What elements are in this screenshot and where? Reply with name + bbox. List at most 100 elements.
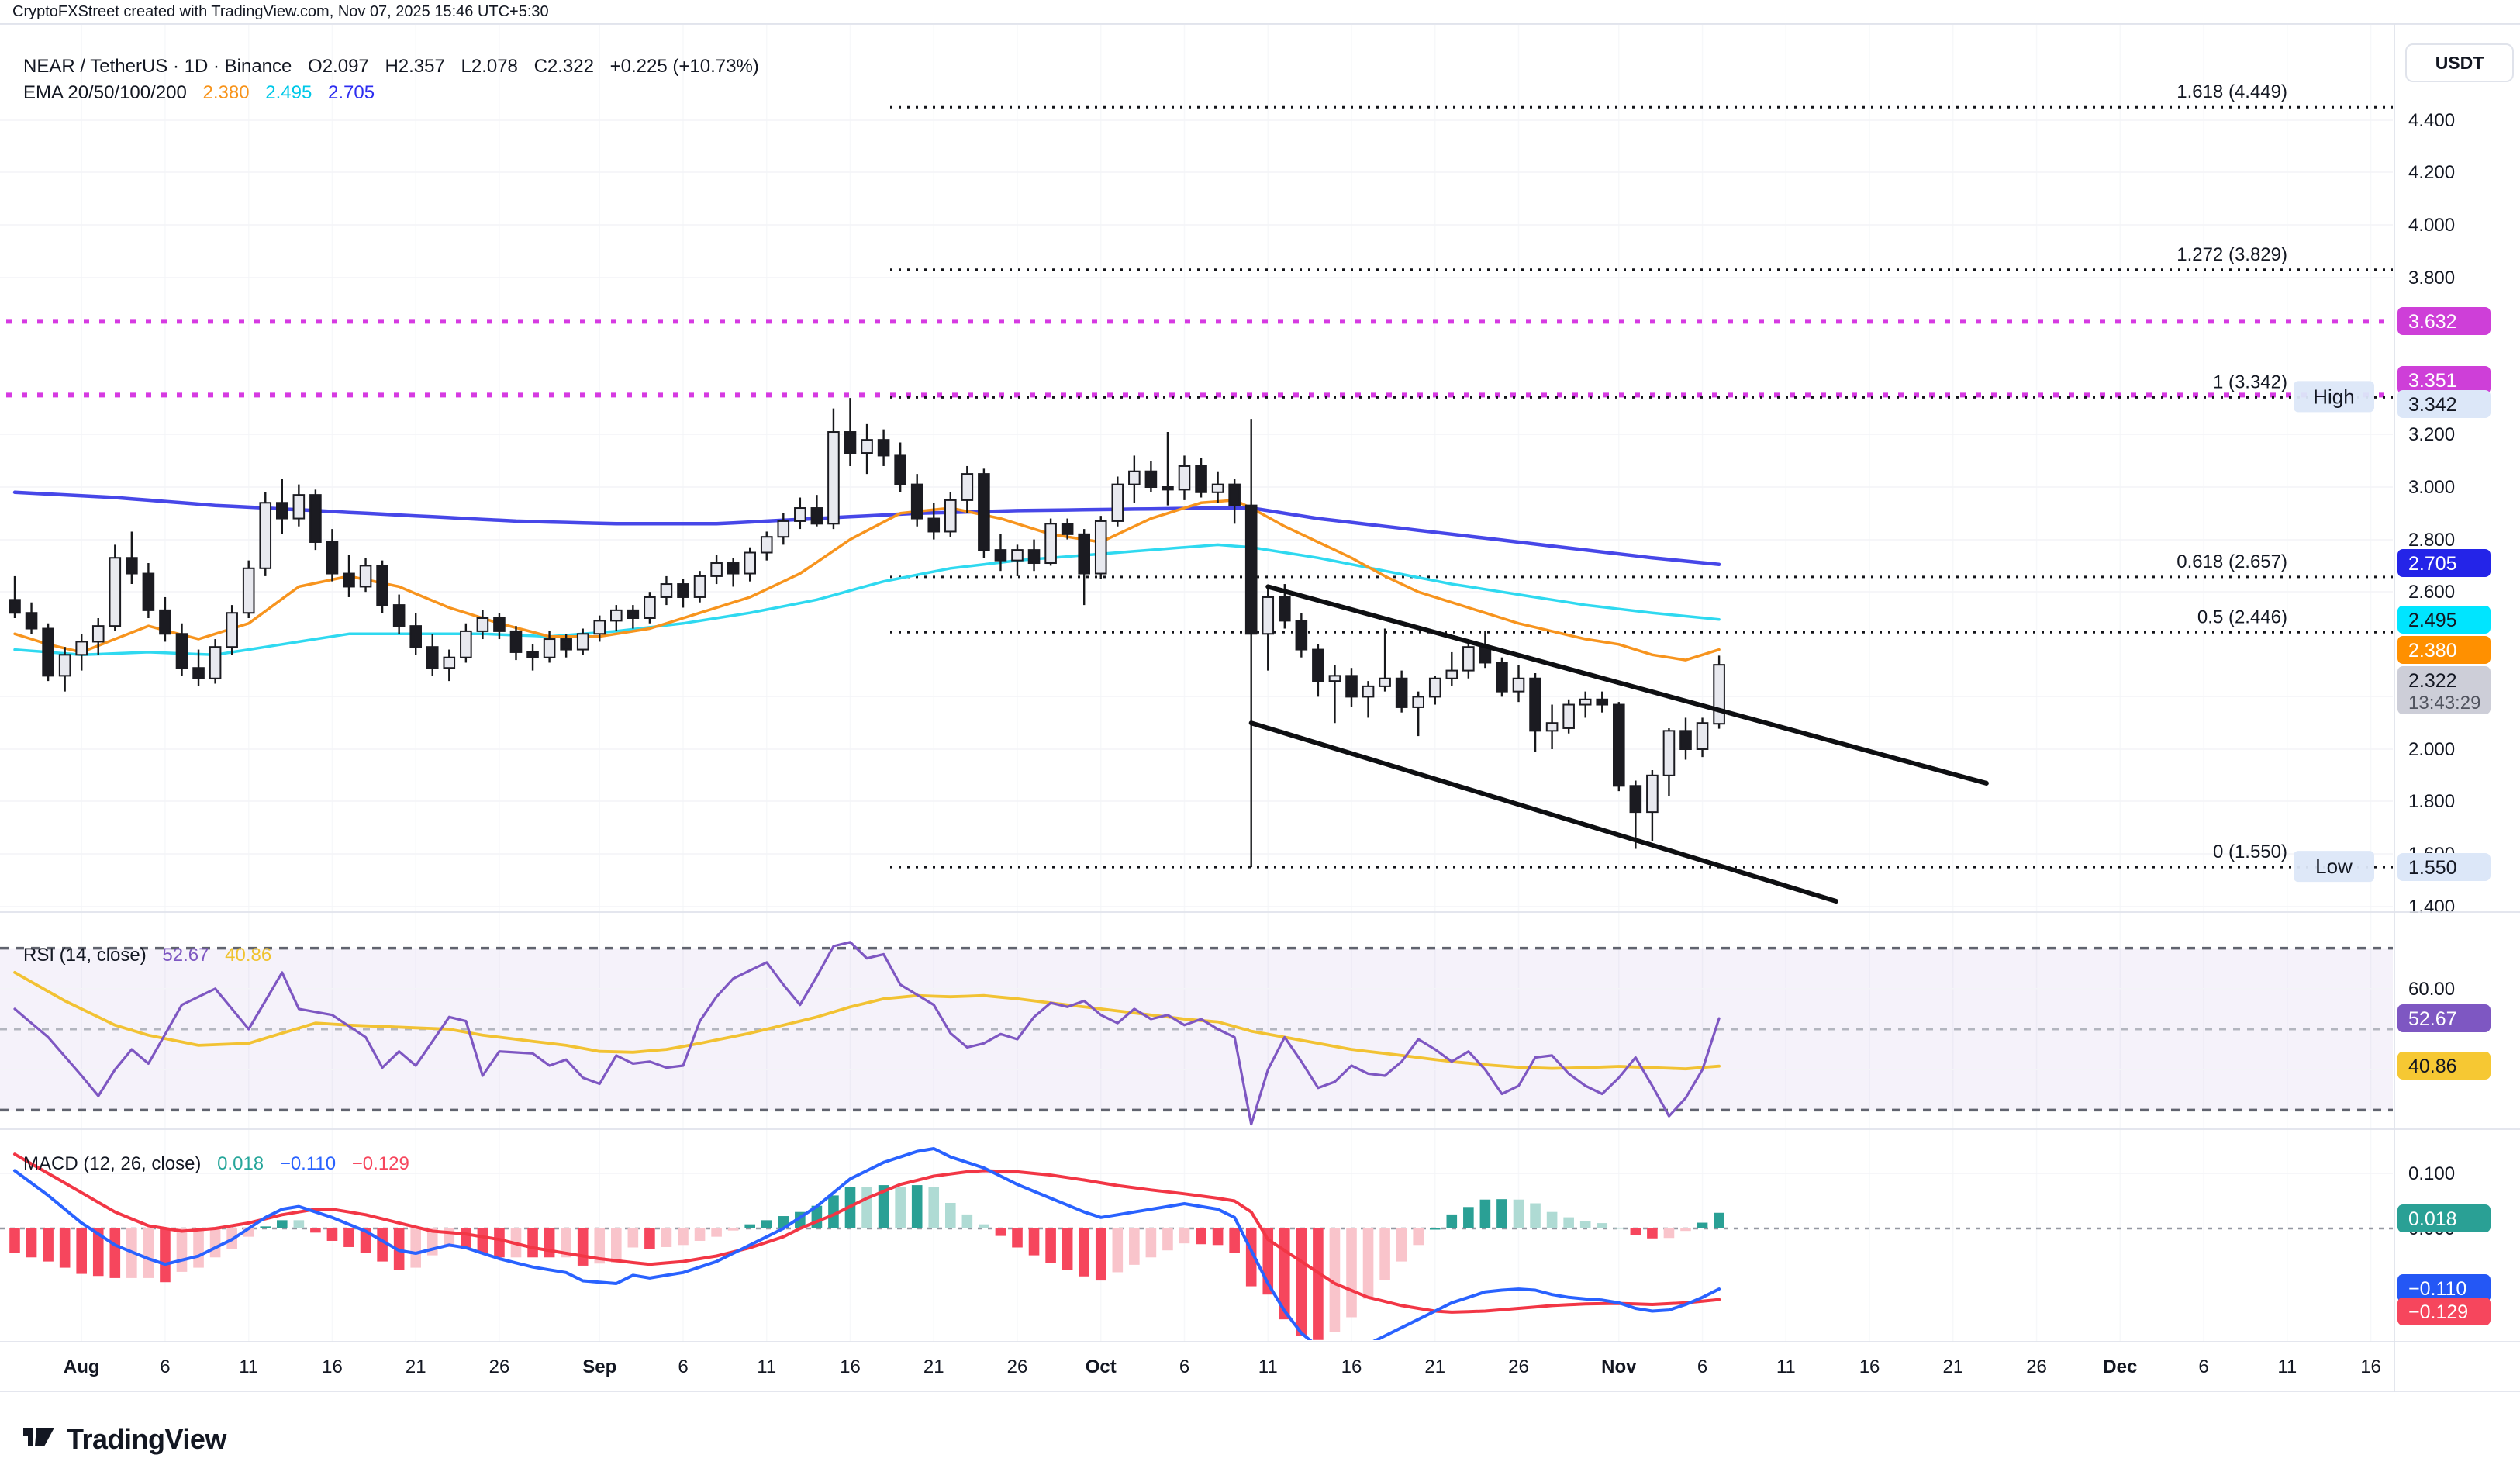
time-tick-month[interactable]: Aug bbox=[64, 1356, 100, 1377]
macd-histogram-bar bbox=[1513, 1199, 1524, 1228]
symbol-legend[interactable]: NEAR / TetherUS · 1D · Binance O2.097 H2… bbox=[23, 56, 770, 78]
candle bbox=[1362, 681, 1375, 718]
candle bbox=[1613, 702, 1625, 792]
time-tick-day[interactable]: 21 bbox=[1942, 1356, 1963, 1377]
candle bbox=[894, 442, 906, 492]
candle-body-down bbox=[392, 604, 406, 627]
time-tick-day[interactable]: 6 bbox=[1179, 1356, 1189, 1377]
time-tick-day[interactable]: 16 bbox=[322, 1356, 343, 1377]
time-tick-day[interactable]: 11 bbox=[1258, 1356, 1278, 1377]
macd-histogram-bar bbox=[109, 1228, 121, 1278]
candle bbox=[827, 408, 840, 530]
candle-body-up bbox=[1445, 669, 1458, 679]
candle-body-up bbox=[644, 596, 656, 620]
candle bbox=[1228, 479, 1241, 524]
time-tick-day[interactable]: 26 bbox=[2026, 1356, 2047, 1377]
time-tick-month[interactable]: Nov bbox=[1601, 1356, 1637, 1377]
upper-channel-line[interactable] bbox=[1265, 584, 1989, 786]
macd-histogram-bar bbox=[193, 1228, 204, 1268]
time-tick-day[interactable]: 6 bbox=[1697, 1356, 1707, 1377]
candle bbox=[1011, 544, 1024, 576]
rsi-title[interactable]: RSI (14, close) bbox=[23, 945, 147, 966]
macd-histogram-bar bbox=[360, 1228, 371, 1253]
macd-pane bbox=[0, 1147, 2393, 1340]
candle bbox=[409, 613, 423, 655]
macd-histogram-bar bbox=[1362, 1228, 1374, 1299]
candle bbox=[627, 605, 640, 629]
time-tick-day[interactable]: 6 bbox=[2198, 1356, 2208, 1377]
time-tick-day[interactable]: 26 bbox=[1007, 1356, 1028, 1377]
time-tick-day[interactable]: 21 bbox=[1424, 1356, 1445, 1377]
macd-histogram-bar bbox=[744, 1224, 755, 1228]
macd-histogram-bar bbox=[561, 1228, 571, 1258]
candle-body-down bbox=[1027, 549, 1041, 565]
time-tick-day[interactable]: 16 bbox=[1859, 1356, 1880, 1377]
symbol-title[interactable]: NEAR / TetherUS · 1D · Binance bbox=[23, 56, 292, 77]
badge-countdown: 13:43:29 bbox=[2408, 693, 2480, 714]
candle-body-up bbox=[1211, 483, 1224, 493]
badge-background bbox=[2397, 606, 2491, 634]
time-tick-day[interactable]: 21 bbox=[406, 1356, 426, 1377]
macd-histogram-bar bbox=[76, 1228, 87, 1274]
macd-histogram-bar bbox=[1196, 1228, 1206, 1245]
axis-price-badge: 52.67 bbox=[2397, 1004, 2491, 1032]
rsi-band bbox=[0, 948, 2393, 1111]
fib-level-label: 1.272 (3.829) bbox=[2177, 244, 2287, 265]
ema-title[interactable]: EMA 20/50/100/200 bbox=[23, 82, 187, 103]
time-tick-day[interactable]: 26 bbox=[1508, 1356, 1529, 1377]
candle-body-up bbox=[1545, 722, 1559, 732]
candle-body-down bbox=[509, 630, 523, 653]
price-axis[interactable]: 4.400 4.200 4.000 3.800 3.200 3.000 2.800 2.600… bbox=[2397, 110, 2491, 1325]
candles bbox=[9, 398, 1725, 868]
candle bbox=[1579, 691, 1592, 718]
axis-price-badge: −0.110 bbox=[2397, 1274, 2491, 1302]
badge-background bbox=[2397, 366, 2491, 394]
time-tick-day[interactable]: 16 bbox=[840, 1356, 861, 1377]
fib-marker-badge bbox=[2294, 851, 2374, 883]
candle-body-up bbox=[1128, 470, 1141, 485]
badge-value: 40.86 bbox=[2408, 1056, 2457, 1077]
candle-body-up bbox=[1178, 465, 1191, 491]
candle-body-up bbox=[1662, 730, 1676, 776]
time-tick-day[interactable]: 6 bbox=[160, 1356, 170, 1377]
time-tick-day[interactable]: 11 bbox=[757, 1356, 776, 1377]
time-tick-day[interactable]: 21 bbox=[923, 1356, 944, 1377]
candle-body-down bbox=[1244, 504, 1258, 635]
ema-legend[interactable]: EMA 20/50/100/200 2.380 2.495 2.705 bbox=[23, 82, 385, 104]
tradingview-logo[interactable]: TradingView bbox=[22, 1420, 226, 1458]
candle bbox=[91, 618, 105, 655]
macd-legend[interactable]: MACD (12, 26, close) 0.018 −0.110 −0.129 bbox=[23, 1153, 420, 1175]
candle-body-up bbox=[1646, 774, 1659, 814]
macd-histogram-bar bbox=[1630, 1228, 1641, 1235]
macd-histogram-bar bbox=[627, 1228, 639, 1248]
macd-histogram-bar bbox=[727, 1228, 739, 1231]
time-tick-day[interactable]: 16 bbox=[1341, 1356, 1362, 1377]
macd-histogram-bar bbox=[326, 1228, 338, 1241]
macd-histogram-bar bbox=[995, 1228, 1006, 1236]
axis-price-badge: 3.632 bbox=[2397, 307, 2491, 335]
candle-body-up bbox=[543, 638, 556, 658]
time-tick-day[interactable]: 6 bbox=[678, 1356, 688, 1377]
time-tick-day[interactable]: 11 bbox=[2277, 1356, 2297, 1377]
lower-channel-line[interactable] bbox=[1248, 720, 1838, 904]
time-tick-month[interactable]: Oct bbox=[1086, 1356, 1117, 1377]
badge-background bbox=[2397, 549, 2491, 577]
macd-hist-value: 0.018 bbox=[217, 1153, 264, 1174]
macd-title[interactable]: MACD (12, 26, close) bbox=[23, 1153, 202, 1174]
axis-price-badge: 40.86 bbox=[2397, 1052, 2491, 1080]
time-tick-day[interactable]: 11 bbox=[239, 1356, 258, 1377]
time-tick-month[interactable]: Dec bbox=[2103, 1356, 2137, 1377]
candle bbox=[593, 615, 606, 642]
rsi-legend[interactable]: RSI (14, close) 52.67 40.86 bbox=[23, 945, 282, 966]
time-tick-month[interactable]: Sep bbox=[582, 1356, 616, 1377]
candle-body-down bbox=[1144, 470, 1158, 488]
badge-value: 1.550 bbox=[2408, 857, 2457, 879]
time-tick-day[interactable]: 26 bbox=[489, 1356, 510, 1377]
time-tick-day[interactable]: 16 bbox=[2360, 1356, 2381, 1377]
candle-body-up bbox=[1412, 696, 1425, 708]
time-axis[interactable]: Aug 6 11 16 21 26 Sep 6 11 16 21 26 Oct 6 11 16 21 26 Nov 6… bbox=[64, 1356, 2381, 1377]
currency-toggle-button[interactable]: USDT bbox=[2405, 43, 2514, 82]
time-tick-day[interactable]: 11 bbox=[1776, 1356, 1796, 1377]
